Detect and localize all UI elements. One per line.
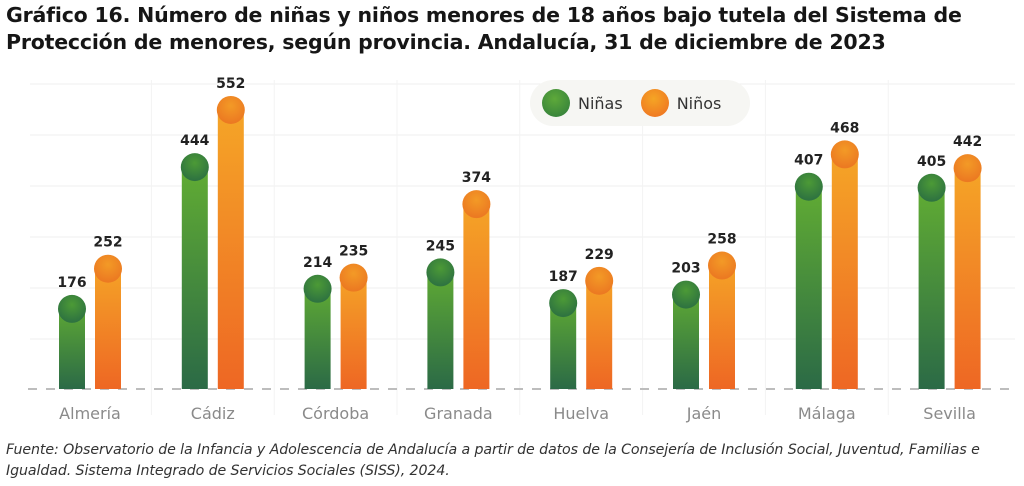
data-label-ninos-granada: 374 [462,170,491,186]
x-tick-label-huelva: Huelva [553,404,609,423]
bar-cap-ninos-huelva [585,266,614,295]
bar-cap-ninas-almeria [58,294,86,323]
x-tick-label-malaga: Málaga [798,404,856,423]
bar-cap-ninos-sevilla [953,154,982,183]
legend-item-ninos: Niños [640,89,722,117]
bar-cap-ninas-sevilla [917,173,946,202]
x-tick-label-almeria: Almería [59,404,121,423]
data-label-ninas-cordoba: 214 [303,255,332,271]
x-axis-tick-labels: Almería Cádiz Córdoba Granada Huelva Jaén Mála… [59,404,976,423]
bar-cap-ninos-almeria [94,254,122,283]
bar-ninos-sevilla [954,155,981,389]
bar-ninos-cordoba [340,264,367,389]
data-label-ninos-jaen: 258 [707,232,736,248]
data-label-ninos-almeria: 252 [93,235,122,251]
bar-ninos-jaen [709,252,735,389]
bar-cap-ninos-jaen [708,251,736,280]
bar-ninos-huelva [586,267,613,389]
bar-cap-ninas-jaen [672,280,700,309]
legend: Niñas Niños [530,80,750,126]
x-tick-label-cadiz: Cádiz [191,404,235,423]
legend-label-ninos: Niños [676,93,722,113]
bar-ninas-cordoba [304,275,331,389]
data-label-ninas-huelva: 187 [549,269,578,285]
data-label-ninas-malaga: 407 [794,153,823,169]
data-label-ninos-sevilla: 442 [953,134,982,150]
bar-ninas-granada [427,259,454,389]
data-label-ninos-cadiz: 552 [216,76,245,92]
legend-swatch-ninos [640,89,669,117]
legend-item-ninas: Niñas [542,89,623,117]
data-label-ninos-malaga: 468 [830,120,859,136]
data-label-ninas-granada: 245 [426,238,455,254]
bar-ninos-almeria [95,255,121,389]
bar-cap-ninos-malaga [830,140,859,169]
legend-label-ninas: Niñas [578,93,623,113]
bar-cap-ninas-malaga [794,172,823,201]
bar-cap-ninas-granada [426,258,455,287]
bar-cap-ninos-cordoba [339,263,368,292]
data-label-ninas-sevilla: 405 [917,154,946,170]
data-labels: 176 252 444 552 214 235 245 374 187 229 203 258 407 4… [57,76,982,291]
source-note: Fuente: Observatorio de la Infancia y Ad… [6,442,980,479]
data-label-ninos-huelva: 229 [585,247,614,263]
x-tick-label-cordoba: Córdoba [302,404,369,423]
bar-cap-ninas-cordoba [303,274,332,303]
bar-ninos-malaga [831,141,858,389]
bar-cap-ninas-huelva [549,289,578,318]
bar-chart: 176 252 444 552 214 235 245 374 187 229 203 258 407 4… [28,76,1015,423]
bar-ninos-cadiz [217,96,244,389]
grid-lines [28,80,1015,415]
bar-cap-ninas-cadiz [180,153,209,182]
x-tick-label-jaen: Jaén [686,404,722,423]
bar-cap-ninos-cadiz [216,95,245,124]
x-tick-label-granada: Granada [424,404,493,423]
bar-ninas-jaen [673,281,700,389]
chart-title: Gráfico 16. Número de niñas y niños meno… [6,3,962,54]
bar-ninas-sevilla [918,174,945,389]
bar-cap-ninos-granada [462,190,491,219]
data-label-ninas-jaen: 203 [671,261,700,277]
bars [58,95,982,389]
bar-ninas-malaga [795,173,822,389]
data-label-ninas-almeria: 176 [57,275,86,291]
bar-ninos-granada [463,191,490,389]
legend-swatch-ninas [542,89,570,117]
data-label-ninas-cadiz: 444 [180,133,209,149]
data-label-ninos-cordoba: 235 [339,244,368,260]
bar-ninas-cadiz [181,154,208,389]
x-tick-label-sevilla: Sevilla [923,404,976,423]
